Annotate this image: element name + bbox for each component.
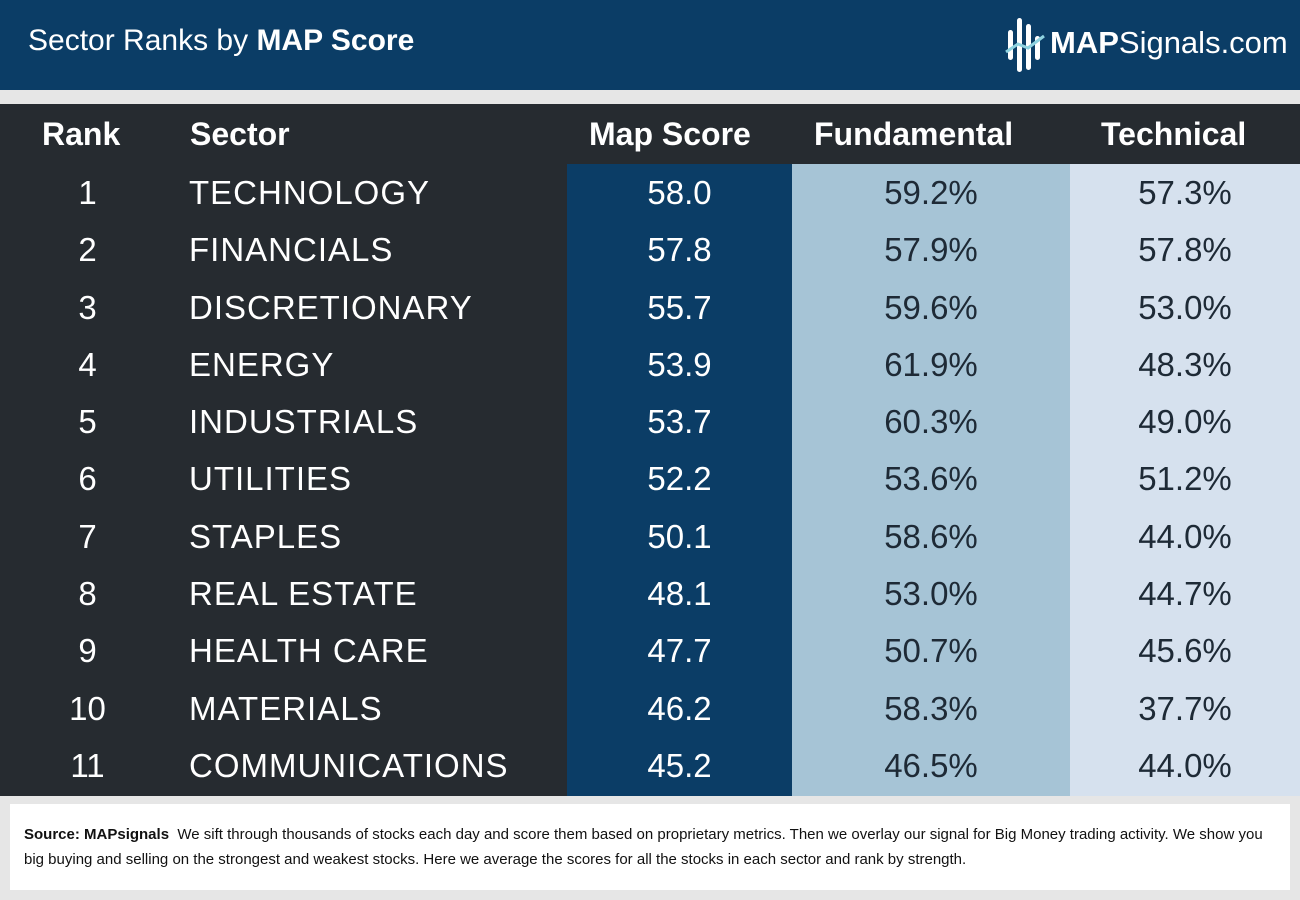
sector-cell: HEALTH CARE (189, 632, 429, 670)
logo-text-bold: MAP (1050, 25, 1119, 60)
fundamental-cell: 53.6% (884, 460, 978, 498)
map-score-cell: 55.7 (647, 288, 712, 326)
header-bar: Sector Ranks by MAP Score MAPSignals.com (0, 0, 1300, 90)
table-row: 7 STAPLES 50.1 58.6% 44.0% (0, 508, 1300, 565)
fundamental-cell: 61.9% (884, 345, 978, 383)
map-score-column-bg (567, 164, 792, 796)
technical-cell: 44.0% (1138, 517, 1232, 555)
title-bold: MAP Score (256, 24, 415, 57)
table-row: 2 FINANCIALS 57.8 57.9% 57.8% (0, 221, 1300, 278)
technical-cell: 57.8% (1138, 231, 1232, 269)
page-title: Sector Ranks by MAP Score (28, 24, 414, 58)
sector-cell: REAL ESTATE (189, 575, 418, 613)
map-score-cell: 50.1 (647, 517, 712, 555)
logo-text: MAPSignals.com (1050, 25, 1288, 61)
fundamental-cell: 60.3% (884, 403, 978, 441)
table-row: 6 UTILITIES 52.2 53.6% 51.2% (0, 450, 1300, 507)
sector-cell: FINANCIALS (189, 231, 394, 269)
source-description: We sift through thousands of stocks each… (24, 826, 1263, 868)
map-score-cell: 57.8 (647, 231, 712, 269)
fundamental-column-bg (792, 164, 1070, 796)
sector-cell: MATERIALS (189, 689, 383, 727)
rank-cell: 7 (78, 517, 97, 555)
column-header-rank: Rank (42, 116, 121, 152)
source-text: Source: MAPsignals We sift through thous… (24, 822, 1284, 872)
rank-cell: 9 (78, 632, 97, 670)
source-label: Source: MAPsignals (24, 826, 170, 843)
map-score-cell: 46.2 (647, 689, 712, 727)
sector-cell: UTILITIES (189, 460, 353, 498)
table-row: 4 ENERGY 53.9 61.9% 48.3% (0, 336, 1300, 393)
rank-cell: 6 (78, 460, 97, 498)
fundamental-cell: 50.7% (884, 632, 978, 670)
column-header-fundamental: Fundamental (814, 116, 1014, 152)
fundamental-cell: 59.6% (884, 288, 978, 326)
technical-column-bg (1070, 164, 1300, 796)
rank-cell: 3 (78, 288, 97, 326)
technical-cell: 44.0% (1138, 746, 1232, 784)
source-note: Source: MAPsignals We sift through thous… (10, 804, 1290, 890)
technical-cell: 51.2% (1138, 460, 1232, 498)
map-score-cell: 48.1 (647, 575, 712, 613)
separator-strip (0, 90, 1300, 104)
column-header-map-score: Map Score (589, 116, 751, 152)
sector-cell: INDUSTRIALS (189, 403, 419, 441)
map-score-cell: 47.7 (647, 632, 712, 670)
sector-cell: ENERGY (189, 345, 335, 383)
map-score-cell: 52.2 (647, 460, 712, 498)
table-header-row: Rank Sector Map Score Fundamental Techni… (0, 104, 1300, 164)
table-row: 5 INDUSTRIALS 53.7 60.3% 49.0% (0, 393, 1300, 450)
technical-cell: 37.7% (1138, 689, 1232, 727)
map-score-cell: 58.0 (647, 174, 712, 211)
logo-text-rest: Signals.com (1118, 25, 1288, 60)
column-header-technical: Technical (1101, 116, 1247, 152)
technical-cell: 49.0% (1138, 403, 1232, 441)
fundamental-cell: 46.5% (884, 746, 978, 784)
table-row: 3 DISCRETIONARY 55.7 59.6% 53.0% (0, 279, 1300, 336)
table-row: 1 TECHNOLOGY 58.0 59.2% 57.3% (0, 164, 1300, 221)
table-row: 9 HEALTH CARE 47.7 50.7% 45.6% (0, 622, 1300, 679)
table-body: 1 TECHNOLOGY 58.0 59.2% 57.3% 2 FINANCIALS 57.8… (0, 164, 1300, 794)
column-header-sector: Sector (190, 116, 290, 152)
brand-logo: MAPSignals.com (1004, 14, 1294, 76)
title-prefix: Sector Ranks by (28, 24, 257, 57)
sector-table: Rank Sector Map Score Fundamental Techni… (0, 104, 1300, 796)
rank-cell: 1 (78, 174, 97, 211)
rank-cell: 2 (78, 231, 97, 269)
technical-cell: 57.3% (1138, 174, 1232, 211)
rank-cell: 8 (78, 575, 97, 613)
technical-cell: 44.7% (1138, 575, 1232, 613)
map-score-cell: 53.7 (647, 403, 712, 441)
sector-cell: TECHNOLOGY (189, 174, 431, 211)
rank-cell: 5 (78, 403, 97, 441)
logo-mark-icon (1005, 18, 1045, 72)
technical-cell: 53.0% (1138, 288, 1232, 326)
fundamental-cell: 58.6% (884, 517, 978, 555)
rank-cell: 4 (78, 345, 97, 383)
sector-cell: DISCRETIONARY (189, 288, 473, 326)
table-row: 8 REAL ESTATE 48.1 53.0% 44.7% (0, 565, 1300, 622)
technical-cell: 48.3% (1138, 345, 1232, 383)
rank-cell: 10 (69, 689, 106, 727)
sector-cell: STAPLES (189, 517, 343, 555)
fundamental-cell: 57.9% (884, 231, 978, 269)
map-score-cell: 45.2 (647, 746, 712, 784)
fundamental-cell: 53.0% (884, 575, 978, 613)
fundamental-cell: 58.3% (884, 689, 978, 727)
map-score-cell: 53.9 (647, 345, 712, 383)
sector-cell: COMMUNICATIONS (189, 746, 509, 784)
technical-cell: 45.6% (1138, 632, 1232, 670)
table-row: 11 COMMUNICATIONS 45.2 46.5% 44.0% (0, 737, 1300, 794)
fundamental-cell: 59.2% (884, 174, 978, 211)
table-row: 10 MATERIALS 46.2 58.3% 37.7% (0, 680, 1300, 737)
rank-cell: 11 (70, 746, 105, 784)
